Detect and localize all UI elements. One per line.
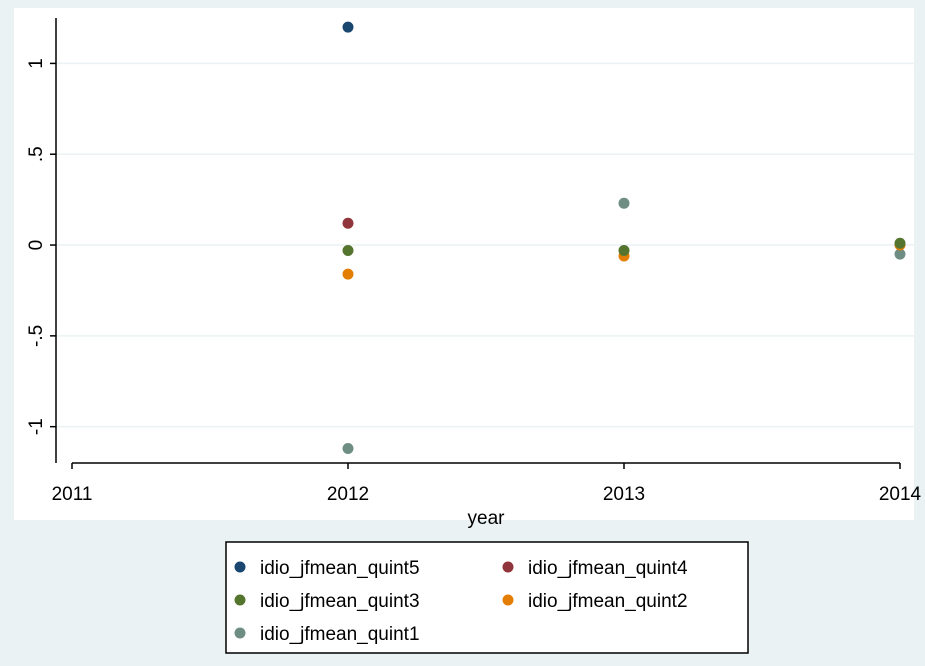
x-axis-title: year xyxy=(468,508,506,529)
plot-background xyxy=(14,8,914,520)
y-axis-ticks: -1 -.5 0 .5 1 xyxy=(26,58,56,435)
legend-label: idio_jfmean_quint3 xyxy=(260,591,420,612)
data-point-idio-jfmean-quint3 xyxy=(342,244,354,256)
legend-box xyxy=(225,541,749,654)
y-tick-label: 1 xyxy=(26,58,47,69)
data-point-idio-jfmean-quint2 xyxy=(342,268,354,280)
legend-label: idio_jfmean_quint5 xyxy=(260,558,420,579)
y-tick-label: -1 xyxy=(26,418,47,435)
x-axis-ticks: 2011 2012 2013 2014 xyxy=(52,463,922,505)
x-tick-label: 2012 xyxy=(327,484,369,505)
data-point-idio-jfmean-quint4 xyxy=(342,217,354,229)
legend-marker xyxy=(234,627,246,639)
data-point-idio-jfmean-quint5 xyxy=(342,21,354,33)
legend: idio_jfmean_quint5 idio_jfmean_quint4idio… xyxy=(225,541,749,654)
axes xyxy=(55,18,900,464)
grid-lines xyxy=(56,62,914,428)
legend-label: idio_jfmean_quint2 xyxy=(528,591,688,612)
data-point-idio-jfmean-quint3 xyxy=(894,237,906,249)
x-tick-label: 2014 xyxy=(879,484,922,505)
legend-label: idio_jfmean_quint1 xyxy=(260,624,420,645)
data-point-idio-jfmean-quint3 xyxy=(618,244,630,256)
x-tick-label: 2011 xyxy=(52,484,93,505)
legend-marker xyxy=(234,594,246,606)
data-point-idio-jfmean-quint1 xyxy=(618,197,630,209)
data-point-idio-jfmean-quint1 xyxy=(894,248,906,260)
legend-marker xyxy=(502,561,514,573)
y-tick-label: 0 xyxy=(26,240,47,251)
legend-marker xyxy=(234,561,246,573)
legend-marker xyxy=(502,594,514,606)
data-point-idio-jfmean-quint1 xyxy=(342,442,354,454)
data-points xyxy=(342,21,906,454)
x-tick-label: 2013 xyxy=(603,484,645,505)
y-tick-label: .5 xyxy=(26,146,47,162)
legend-label: idio_jfmean_quint4 xyxy=(528,558,688,579)
y-tick-label: -.5 xyxy=(26,325,47,347)
